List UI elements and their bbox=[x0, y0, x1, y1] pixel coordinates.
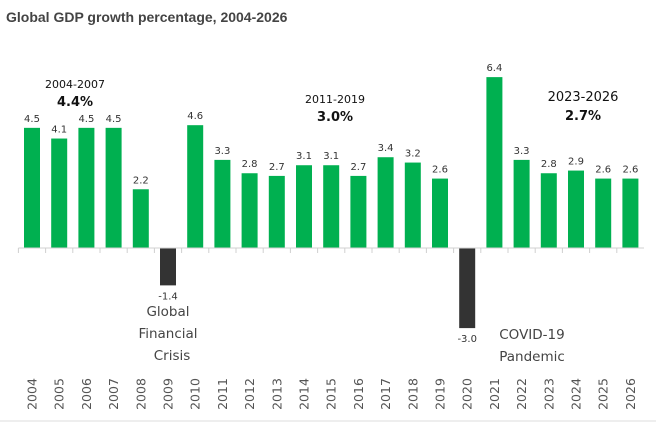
event-label: Crisis bbox=[154, 348, 191, 364]
bar-2020 bbox=[459, 248, 476, 329]
x-tick-label: 2025 bbox=[596, 378, 611, 410]
x-tick-label: 2006 bbox=[79, 378, 94, 410]
bar-2018 bbox=[404, 162, 421, 248]
annotation-period: 2023-2026 bbox=[548, 90, 619, 105]
bar-2007 bbox=[105, 127, 122, 248]
annotation-value: 3.0% bbox=[317, 110, 353, 125]
data-label: 2.9 bbox=[568, 157, 584, 168]
x-tick-label: 2015 bbox=[324, 378, 339, 410]
data-label: -3.0 bbox=[457, 334, 477, 345]
bar-2014 bbox=[296, 165, 312, 248]
data-label: 2.2 bbox=[133, 175, 149, 186]
bar-2023 bbox=[540, 173, 557, 248]
bar-2016 bbox=[350, 175, 367, 248]
bar-2004 bbox=[24, 127, 40, 248]
bar-2021 bbox=[486, 77, 503, 249]
bar-2011 bbox=[214, 159, 231, 248]
bar-2026 bbox=[622, 178, 639, 248]
data-label: 3.4 bbox=[378, 143, 394, 154]
data-label: 2.6 bbox=[595, 165, 611, 176]
x-tick-label: 2017 bbox=[378, 378, 393, 410]
x-tick-label: 2023 bbox=[541, 378, 556, 410]
event-label: Global bbox=[146, 304, 189, 320]
data-label: 6.4 bbox=[486, 63, 502, 74]
bar-2006 bbox=[78, 127, 95, 248]
x-tick-label: 2011 bbox=[215, 378, 230, 410]
annotation-value: 4.4% bbox=[57, 95, 93, 110]
data-label: 2.7 bbox=[269, 162, 285, 173]
x-tick-label: 2016 bbox=[351, 378, 366, 410]
data-label: 2.8 bbox=[541, 159, 557, 170]
data-label: 2.6 bbox=[432, 165, 448, 176]
x-tick-label: 2013 bbox=[269, 378, 284, 410]
data-label: 3.3 bbox=[214, 146, 230, 157]
data-label: 2.6 bbox=[622, 165, 638, 176]
x-tick-label: 2009 bbox=[161, 378, 176, 410]
bar-2025 bbox=[595, 178, 612, 248]
x-tick-label: 2005 bbox=[52, 378, 67, 410]
bar-2017 bbox=[377, 157, 394, 248]
x-tick-label: 2024 bbox=[569, 378, 584, 410]
x-tick-label: 2026 bbox=[623, 378, 638, 410]
x-tick-label: 2019 bbox=[433, 378, 448, 410]
chart-title: Global GDP growth percentage, 2004-2026 bbox=[6, 9, 288, 25]
bar-2015 bbox=[323, 165, 340, 248]
data-label: 3.3 bbox=[514, 146, 530, 157]
data-label: 3.1 bbox=[323, 151, 339, 162]
annotation-period: 2004-2007 bbox=[45, 78, 105, 91]
x-tick-label: 2008 bbox=[133, 378, 148, 410]
x-tick-label: 2012 bbox=[242, 378, 257, 410]
bar-2008 bbox=[132, 189, 149, 248]
event-label: Pandemic bbox=[499, 349, 565, 365]
bar-2005 bbox=[51, 138, 68, 248]
bar-2012 bbox=[241, 173, 258, 248]
x-tick-label: 2010 bbox=[188, 378, 203, 410]
x-tick-label: 2021 bbox=[487, 378, 502, 410]
x-tick-label: 2022 bbox=[514, 378, 529, 410]
bar-2013 bbox=[268, 175, 285, 248]
x-tick-label: 2014 bbox=[297, 378, 312, 410]
event-label: COVID-19 bbox=[499, 327, 564, 343]
data-label: 4.1 bbox=[51, 125, 67, 136]
data-label: 3.2 bbox=[405, 149, 421, 160]
data-label: 4.5 bbox=[106, 114, 122, 125]
bar-2022 bbox=[513, 159, 530, 248]
data-label: 4.5 bbox=[24, 114, 40, 125]
annotation-period: 2011-2019 bbox=[305, 93, 365, 106]
event-label: Financial bbox=[138, 326, 197, 342]
bar-2010 bbox=[187, 125, 204, 248]
data-label: 2.8 bbox=[242, 159, 258, 170]
data-label: 4.5 bbox=[78, 114, 94, 125]
x-tick-label: 2020 bbox=[460, 378, 475, 410]
x-tick-label: 2004 bbox=[25, 378, 40, 410]
data-label: 3.1 bbox=[296, 151, 312, 162]
x-tick-label: 2007 bbox=[106, 378, 121, 410]
data-label: 2.7 bbox=[350, 162, 366, 173]
bar-2009 bbox=[160, 248, 176, 286]
bar-2019 bbox=[432, 178, 448, 248]
data-label: 4.6 bbox=[187, 111, 203, 122]
annotation-value: 2.7% bbox=[565, 109, 601, 124]
data-label: -1.4 bbox=[158, 291, 178, 302]
bar-2024 bbox=[568, 170, 584, 248]
x-tick-label: 2018 bbox=[405, 378, 420, 410]
